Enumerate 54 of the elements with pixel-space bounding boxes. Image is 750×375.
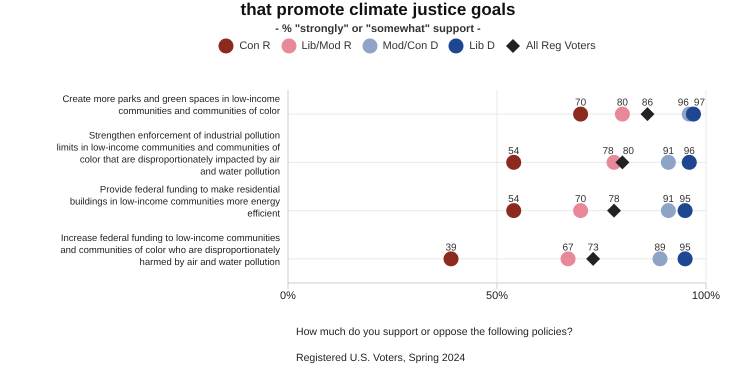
point (506, 154, 522, 170)
x-tick-label: 100% (692, 290, 720, 302)
data-label: 54 (508, 146, 520, 157)
point (615, 155, 630, 170)
legend-label: Mod/Con D (382, 40, 438, 52)
point (660, 203, 676, 218)
y-tick-label: Create more parks and green spaces in low-income communities and communities of color (62, 94, 280, 118)
point (586, 252, 600, 266)
data-label: 67 (562, 242, 574, 254)
data-label: 78 (602, 146, 614, 157)
data-label: 78 (608, 194, 620, 206)
chart-title: that promote climate justice goals (240, 0, 516, 20)
y-tick-label: Provide federal funding to make residential buildings in low-income communities more energy efficient (70, 184, 280, 220)
chart-subtitle: - % "strongly" or "somewhat" support - (274, 23, 482, 35)
x-tick-label: 50% (486, 290, 508, 302)
point (678, 203, 693, 218)
data-label: 80 (622, 146, 634, 157)
legend-label: Con R (239, 40, 270, 52)
y-tick-label: Strengthen enforcement of industrial pollution limits in low-income communities and communities of color that are disproportionately impacted by air and water pollution (56, 130, 280, 178)
data-label: 70 (575, 194, 587, 206)
data-label: 86 (642, 98, 654, 109)
data-label: 54 (508, 194, 520, 206)
point (614, 106, 630, 122)
point (678, 251, 693, 266)
point (660, 154, 676, 170)
data-label: 70 (575, 98, 587, 109)
point (682, 154, 697, 170)
data-label: 89 (654, 242, 666, 254)
point (686, 106, 701, 122)
text: Registered U.S. Voters, Spring 2024 (296, 352, 466, 364)
point (573, 203, 588, 218)
point (560, 251, 576, 266)
data-label: 95 (680, 242, 692, 254)
point (506, 203, 522, 218)
point (652, 251, 668, 266)
legend-label: Lib D (469, 40, 495, 52)
data-label: 91 (662, 194, 674, 206)
point (573, 106, 588, 122)
point (640, 107, 654, 122)
data-label: 97 (694, 98, 706, 109)
y-tick-label: Increase federal funding to low-income communities and communities of color who are disproportionately harmed by air and water pollution (60, 232, 280, 268)
point (444, 251, 459, 266)
text: How much do you support or oppose the following policies? (296, 326, 573, 338)
data-label: 39 (445, 242, 458, 254)
data-label: 80 (616, 98, 628, 109)
data-label: 91 (662, 146, 674, 157)
x-tick-label: 0% (280, 290, 296, 302)
legend-label: All Reg Voters (526, 40, 596, 52)
data-label: 73 (588, 242, 600, 254)
legend-label: Lib/Mod R (302, 40, 352, 52)
data-label: 95 (680, 194, 692, 206)
point (607, 204, 622, 218)
data-label: 96 (678, 98, 690, 109)
data-label: 96 (684, 146, 696, 157)
